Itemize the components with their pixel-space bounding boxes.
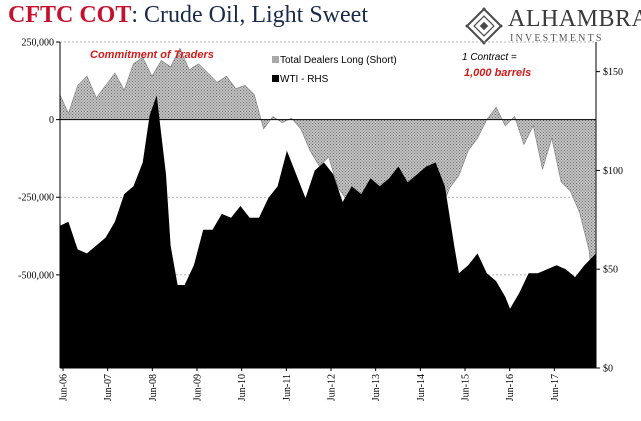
x-tick-label-3: Jun-09 [193, 374, 204, 401]
x-tick-label-1: Jun-07 [103, 374, 114, 401]
annotation-barrels: 1,000 barrels [464, 67, 531, 79]
x-tick-label-9: Jun-15 [461, 374, 472, 401]
x-tick-label-10: Jun-16 [505, 374, 516, 401]
x-tick-label-5: Jun-11 [282, 374, 293, 401]
chart-legend: Total Dealers Long (Short) WTI - RHS [272, 55, 397, 85]
x-tick-label-4: Jun-10 [237, 374, 248, 401]
left-axis: 250,000 0 -250,000 -500,000 [18, 38, 61, 368]
legend-swatch-dealers [272, 56, 279, 63]
chart-title-part2: : Crude Oil, Light Sweet [131, 2, 368, 28]
annotation-contract-size: 1 Contract = [462, 52, 517, 63]
x-tick-label-7: Jun-13 [371, 374, 382, 401]
legend-swatch-wti [272, 75, 279, 82]
legend-label-wti: WTI - RHS [280, 74, 329, 85]
right-tick-label-1: $100 [603, 166, 623, 177]
series-dealers-area [59, 47, 597, 313]
chart-title: CFTC COT: Crude Oil, Light Sweet [8, 2, 368, 29]
right-tick-label-3: $0 [603, 364, 613, 375]
right-tick-label-0: $150 [603, 67, 623, 78]
right-axis: $150 $100 $50 $0 [595, 42, 623, 375]
left-tick-label-1: 0 [49, 115, 54, 126]
logo-name: ALHAMBRA [508, 6, 641, 32]
chart-title-part1: CFTC COT [8, 2, 132, 28]
series-wti-area [60, 95, 596, 369]
logo-subtitle: INVESTMENTS [510, 33, 604, 44]
x-tick-label-8: Jun-14 [416, 374, 427, 401]
x-tick-label-11: Jun-17 [550, 374, 561, 401]
annotation-commitment-of-traders: Commitment of Traders [90, 49, 214, 61]
alhambra-logo: ALHAMBRA INVESTMENTS [462, 4, 641, 48]
diamond-emblem-icon [465, 7, 503, 45]
x-axis: Jun-06 Jun-07 Jun-08 Jun-09 Jun-10 Jun-11 Jun-… [59, 367, 596, 401]
x-tick-label-6: Jun-12 [327, 374, 338, 401]
x-tick-label-2: Jun-08 [148, 374, 159, 401]
left-tick-label-2: -250,000 [18, 193, 54, 204]
right-tick-label-2: $50 [603, 265, 618, 276]
chart-series [59, 47, 597, 369]
legend-label-dealers: Total Dealers Long (Short) [280, 55, 397, 66]
left-tick-label-3: -500,000 [18, 270, 54, 281]
left-tick-label-0: 250,000 [22, 38, 55, 49]
x-tick-label-0: Jun-06 [59, 374, 70, 401]
